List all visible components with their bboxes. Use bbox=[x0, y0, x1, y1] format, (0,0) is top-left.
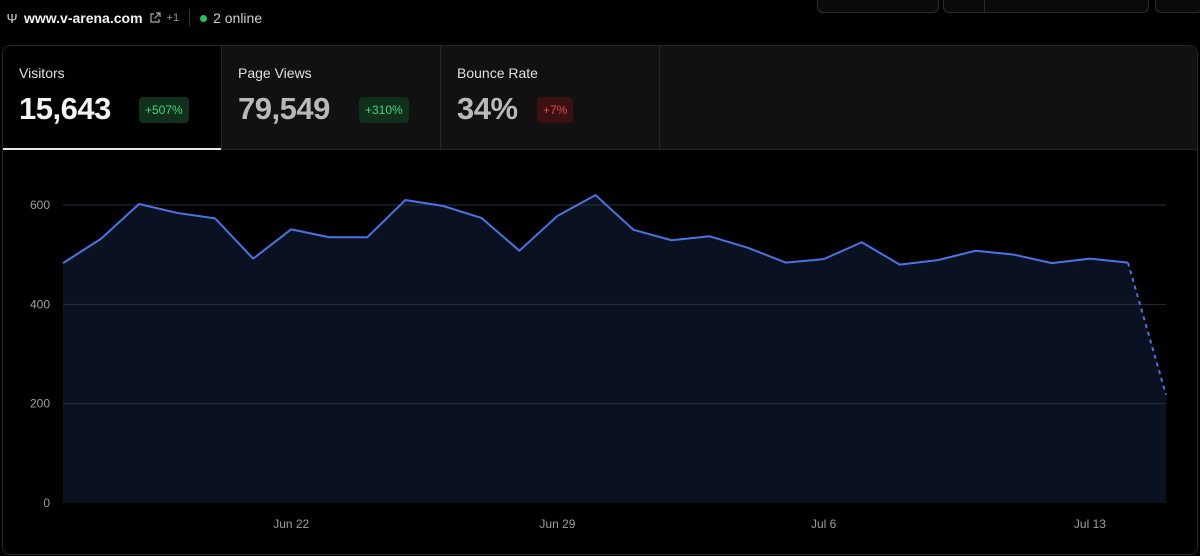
metric-change-badge: +310% bbox=[359, 97, 409, 123]
visitors-line-chart[interactable]: 0 200 400 600 Jun 22 Jun 29 Jul 6 Jul 13 bbox=[3, 150, 1197, 554]
metrics-tabs: Visitors 15,643 +507% Page Views 79,549 … bbox=[3, 46, 1197, 150]
toolbar-button[interactable] bbox=[943, 0, 984, 13]
top-bar: Ψ www.v-arena.com +1 2 online bbox=[0, 0, 1200, 38]
online-dot-icon bbox=[200, 14, 208, 22]
metric-change-badge: +507% bbox=[139, 97, 189, 123]
metric-tab-visitors[interactable]: Visitors 15,643 +507% bbox=[3, 46, 222, 150]
series-line bbox=[62, 194, 1129, 266]
metric-tab-bounce-rate[interactable]: Bounce Rate 34% +7% bbox=[441, 46, 660, 149]
chart-area bbox=[63, 195, 1166, 504]
metric-label: Bounce Rate bbox=[457, 65, 538, 81]
metric-label: Page Views bbox=[238, 65, 312, 81]
metric-change-badge: +7% bbox=[537, 97, 574, 123]
x-tick-label: Jul 6 bbox=[811, 517, 837, 531]
y-tick-label: 400 bbox=[30, 297, 50, 311]
y-tick-label: 600 bbox=[30, 198, 50, 212]
online-count: 2 online bbox=[213, 10, 263, 26]
metric-value: 15,643 bbox=[19, 91, 111, 126]
metric-value: 79,549 bbox=[238, 91, 330, 126]
external-link-icon[interactable] bbox=[149, 12, 161, 24]
series-line-partial bbox=[1127, 262, 1167, 396]
metric-value: 34% bbox=[457, 91, 518, 126]
divider bbox=[189, 9, 191, 27]
site-selector[interactable]: Ψ www.v-arena.com +1 2 online bbox=[6, 9, 262, 27]
x-tick-label: Jun 29 bbox=[539, 517, 575, 531]
analytics-card: Visitors 15,643 +507% Page Views 79,549 … bbox=[2, 45, 1198, 555]
x-tick-label: Jul 13 bbox=[1074, 517, 1106, 531]
date-range-button[interactable] bbox=[817, 0, 939, 13]
metric-tab-page-views[interactable]: Page Views 79,549 +310% bbox=[222, 46, 441, 149]
toolbar-menu-button[interactable] bbox=[1155, 0, 1200, 13]
active-tab-indicator bbox=[3, 148, 221, 150]
logo-icon: Ψ bbox=[6, 10, 18, 26]
metric-label: Visitors bbox=[19, 65, 65, 81]
x-tick-label: Jun 22 bbox=[273, 517, 309, 531]
toolbar-select[interactable] bbox=[984, 0, 1149, 13]
extra-sites-count[interactable]: +1 bbox=[166, 12, 180, 24]
y-tick-label: 0 bbox=[43, 496, 50, 510]
y-tick-label: 200 bbox=[30, 397, 50, 411]
site-domain[interactable]: www.v-arena.com bbox=[24, 10, 143, 26]
